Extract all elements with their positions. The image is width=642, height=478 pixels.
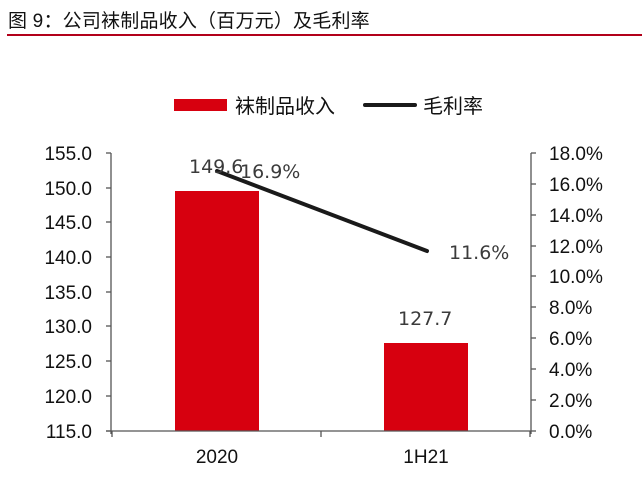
bar-label-1h21: 127.7 <box>398 308 452 330</box>
right-tick-label: 8.0% <box>549 298 592 319</box>
chart-legend: 袜制品收入 毛利率 <box>0 90 642 119</box>
bar-2020 <box>175 191 259 431</box>
figure-title: 图 9：公司袜制品收入（百万元）及毛利率 <box>8 11 370 32</box>
right-tick-label: 12.0% <box>549 237 603 258</box>
left-tick-labels: 155.0 150.0 145.0 140.0 135.0 130.0 125.… <box>44 144 92 443</box>
legend-bar-swatch <box>174 98 227 111</box>
left-tick-label: 135.0 <box>44 283 92 304</box>
left-tick-label: 125.0 <box>44 352 92 373</box>
right-tick-labels: 18.0% 16.0% 14.0% 12.0% 10.0% 8.0% 6.0% … <box>549 144 603 443</box>
bar-1h21 <box>384 343 468 431</box>
left-tick-label: 120.0 <box>44 387 92 408</box>
right-tick-label: 18.0% <box>549 144 603 165</box>
legend-margin-label: 毛利率 <box>423 96 483 118</box>
x-axis <box>106 430 531 437</box>
title-rule <box>7 34 642 36</box>
x-tick-label-1h21: 1H21 <box>403 447 448 468</box>
legend-line-swatch <box>363 102 417 107</box>
right-tick-label: 6.0% <box>549 329 592 350</box>
left-tick-label: 150.0 <box>44 179 92 200</box>
left-tick-label: 130.0 <box>44 317 92 338</box>
right-tick-label: 10.0% <box>549 267 603 288</box>
line-label-1h21: 11.6% <box>449 242 509 264</box>
left-tick-label: 155.0 <box>44 144 92 165</box>
right-axis <box>530 152 536 434</box>
legend-revenue-label: 袜制品收入 <box>235 96 335 118</box>
right-tick-label: 2.0% <box>549 391 592 412</box>
legend-item-margin: 毛利率 <box>363 90 483 119</box>
right-tick-label: 4.0% <box>549 360 592 381</box>
left-tick-label: 140.0 <box>44 248 92 269</box>
line-label-2020: 16.9% <box>240 161 300 183</box>
gross-margin-line <box>215 169 429 253</box>
left-tick-label: 115.0 <box>46 422 92 443</box>
right-tick-label: 16.0% <box>549 175 603 196</box>
right-tick-label: 14.0% <box>549 206 603 227</box>
left-axis <box>106 152 112 434</box>
x-tick-labels: 2020 1H21 <box>196 447 449 468</box>
legend-item-revenue: 袜制品收入 <box>174 90 335 119</box>
x-tick-label-2020: 2020 <box>196 447 238 468</box>
bar-label-2020: 149.6 <box>189 156 243 178</box>
left-tick-label: 145.0 <box>44 213 92 234</box>
right-tick-label: 0.0% <box>549 422 592 443</box>
